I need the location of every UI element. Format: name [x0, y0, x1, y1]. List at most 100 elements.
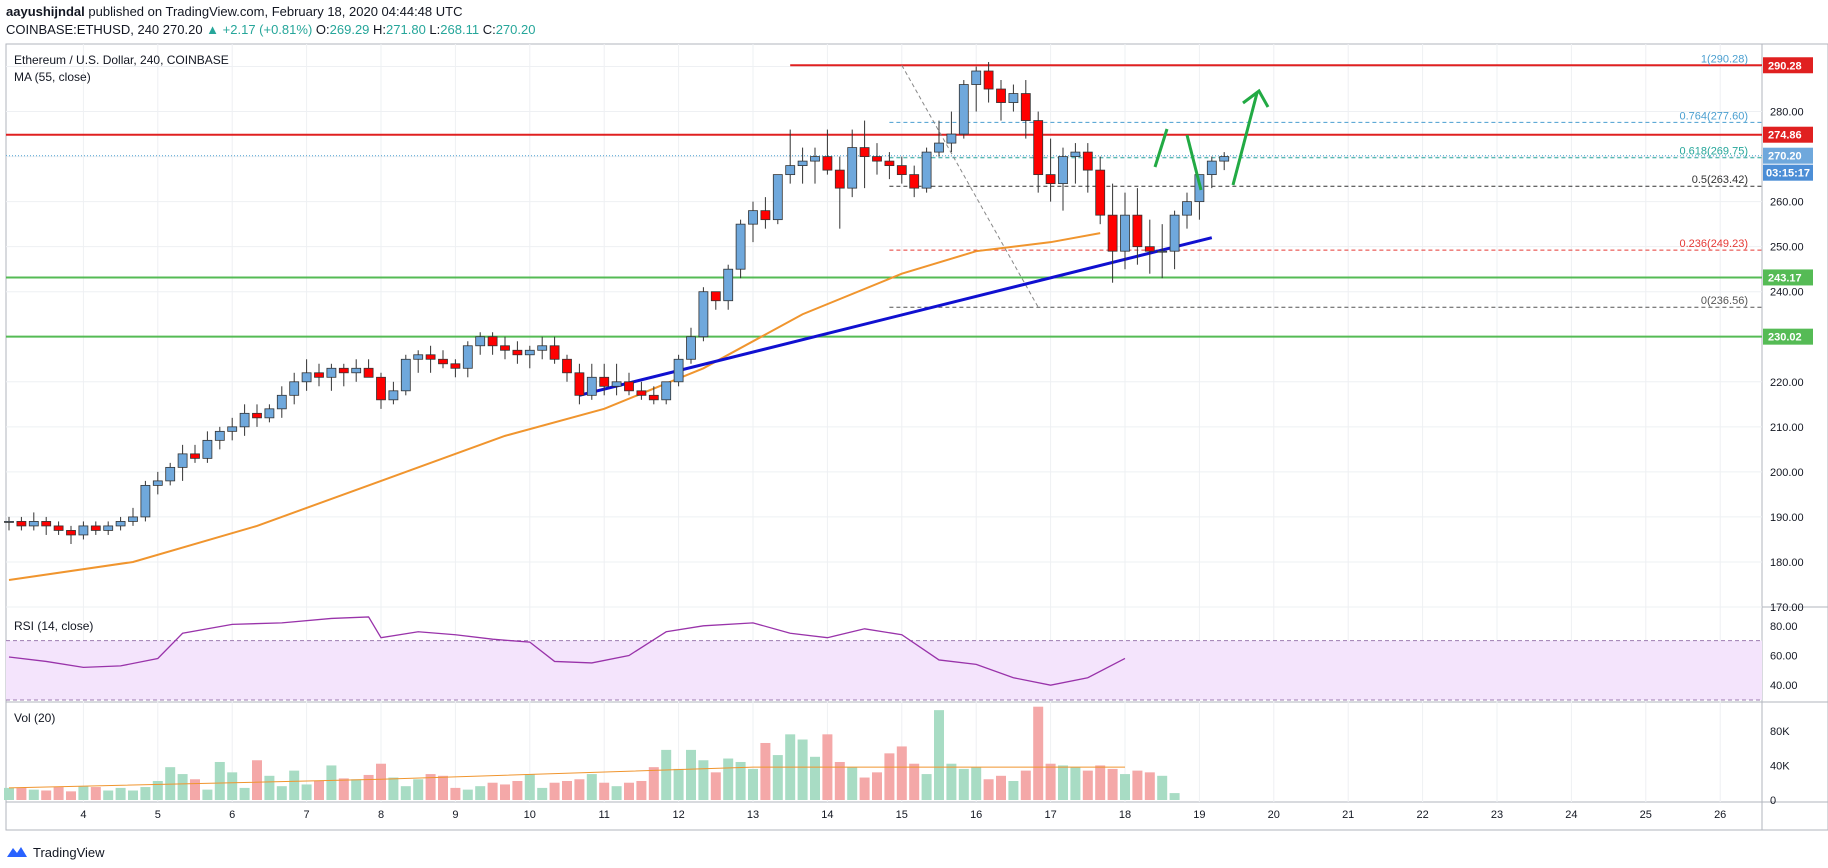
volume-tick-label: 80K [1770, 726, 1790, 738]
price-tick-label: 200.00 [1770, 467, 1804, 479]
date-tick-label: 25 [1640, 809, 1652, 821]
volume-pane[interactable]: 80K 40K 0 [4, 706, 1790, 807]
candle-up [115, 521, 126, 527]
volume-bar [450, 787, 461, 800]
candle-up [921, 151, 932, 189]
volume-bar [103, 790, 114, 800]
volume-bar [425, 774, 436, 800]
volume-bar [1020, 770, 1031, 800]
price-axis[interactable]: 170.00 180.00 190.00 200.00 210.00 220.00 230.… [1763, 57, 1813, 614]
candle-up [661, 381, 672, 401]
volume-bar [202, 789, 213, 800]
volume-bar [500, 784, 510, 800]
volume-bar [847, 767, 858, 800]
candle-down [710, 291, 721, 302]
price-tick-label: 180.00 [1770, 557, 1804, 569]
volume-bar [1033, 706, 1044, 800]
candle-up [140, 484, 151, 518]
date-tick-label: 15 [896, 809, 908, 821]
low-value: 268.11 [440, 22, 480, 37]
volume-bar [1095, 765, 1106, 800]
candle-up [1058, 156, 1068, 185]
candle-up [723, 268, 734, 302]
support-price-label: 230.02 [1768, 332, 1802, 344]
volume-bar [1045, 763, 1056, 800]
candle-down [1082, 151, 1093, 171]
high-label: H: [373, 22, 387, 37]
author-link[interactable]: aayushijndal [6, 4, 85, 19]
candle-up [537, 345, 548, 351]
volume-bar [177, 774, 188, 800]
countdown-tag [1763, 164, 1813, 181]
bullish-trendline [579, 236, 1213, 397]
candle-down [574, 372, 585, 396]
volume-bar [53, 787, 64, 800]
volume-bar [983, 779, 994, 800]
fib-level-label: 0.764(277.60) [1680, 110, 1749, 122]
support-price-tag [1763, 269, 1813, 286]
volume-bar [1008, 780, 1019, 800]
candle-up [586, 376, 597, 396]
rsi-line [8, 616, 1126, 686]
candle-up [1206, 160, 1217, 176]
candle-up [1008, 93, 1019, 103]
candle-up [785, 165, 796, 176]
rsi-pane[interactable]: 80.00 60.00 40.00 [6, 616, 1798, 701]
candle-up [165, 466, 176, 482]
price-tick-label: 250.00 [1770, 242, 1804, 254]
candle-up [400, 358, 411, 392]
candle-up [611, 381, 622, 387]
volume-bar [810, 756, 820, 800]
candle-up [475, 336, 486, 347]
date-tick-label: 24 [1565, 809, 1577, 821]
volume-bar [512, 780, 523, 800]
volume-bar [413, 779, 424, 800]
candle-up [301, 372, 312, 383]
tradingview-brand[interactable]: TradingView [6, 842, 105, 862]
candle-up [1157, 250, 1168, 253]
volume-bar [772, 755, 783, 800]
candle-up [772, 174, 783, 221]
volume-bar [586, 774, 597, 800]
volume-bar [872, 772, 882, 800]
volume-bar [400, 786, 411, 800]
resistance-price-label: 274.86 [1768, 130, 1802, 142]
volume-bar [388, 777, 399, 800]
date-tick-label: 6 [229, 809, 235, 821]
volume-bar [326, 765, 337, 800]
volume-bar [41, 790, 52, 800]
arrow-up-stroke [1231, 92, 1259, 186]
volume-bar [946, 763, 957, 800]
brand-name: TradingView [33, 844, 105, 860]
volume-bar [128, 790, 138, 800]
date-tick-label: 7 [304, 809, 310, 821]
volume-bar [239, 787, 250, 800]
candle-down [376, 376, 386, 401]
publish-info: aayushijndal published on TradingView.co… [6, 4, 462, 19]
candle-down [425, 354, 436, 360]
resistance-price-label: 290.28 [1768, 60, 1802, 72]
legend-title: Ethereum / U.S. Dollar, 240, COINBASE [14, 53, 229, 67]
price-tick-label: 220.00 [1770, 377, 1804, 389]
legend-rsi: RSI (14, close) [14, 619, 93, 633]
price-tick-label: 170.00 [1770, 602, 1804, 614]
candle-up [946, 133, 957, 144]
volume-bar [599, 782, 610, 800]
date-tick-label: 13 [747, 809, 759, 821]
fib-level-label: 0.618(269.75) [1680, 146, 1749, 158]
fib-level-label: 0.236(249.23) [1680, 238, 1749, 250]
volume-bar [524, 774, 535, 800]
candle-down [1020, 93, 1031, 121]
time-axis[interactable]: 4 5 6 7 8 9 10 11 12 13 14 15 16 17 18 19 20 21 22 23 24 25 26 [80, 809, 1726, 821]
volume-bar [624, 782, 634, 800]
candle-up [28, 521, 39, 527]
candle-up [1219, 156, 1230, 162]
volume-bar [909, 763, 920, 800]
symbol-name: COINBASE:ETHUSD, 240 [6, 22, 160, 37]
last-price: 270.20 [162, 22, 203, 37]
volume-bar [376, 763, 386, 800]
candle-up [103, 525, 114, 531]
date-tick-label: 4 [80, 809, 86, 821]
volume-bar [934, 710, 944, 800]
